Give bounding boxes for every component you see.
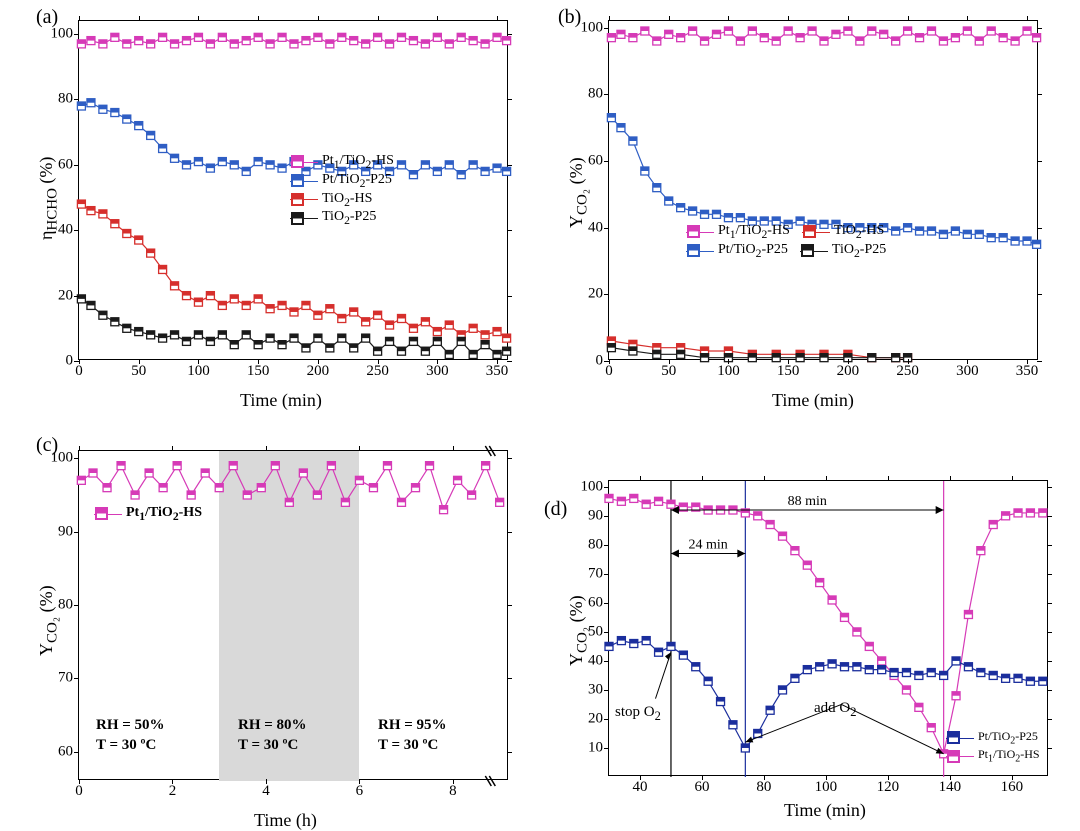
svg-text:24 min: 24 min <box>689 538 728 553</box>
chart-b <box>609 21 1037 359</box>
annot-c-1: RH = 50%T = 30 ºC <box>96 716 165 755</box>
panel-a-xlabel: Time (min) <box>240 390 322 411</box>
legend-c: Pt1/TiO2-HS <box>94 504 202 524</box>
panel-d-xlabel: Time (min) <box>784 800 866 821</box>
annot-d-add: add O2 <box>814 700 857 720</box>
panel-b: 050100150200250300350020406080100 <box>608 20 1038 360</box>
svg-text:88 min: 88 min <box>788 494 827 509</box>
panel-b-ylabel: YCO₂ (%) <box>566 157 592 228</box>
annot-c-3: RH = 95%T = 30 ºC <box>378 716 447 755</box>
legend-d: Pt/TiO2-P25Pt1/TiO2-HS <box>946 728 1040 766</box>
plot-b: 050100150200250300350020406080100 <box>608 20 1038 360</box>
panel-b-tag: (b) <box>558 6 581 29</box>
panel-c-tag: (c) <box>36 434 58 457</box>
annot-d-stop: stop O2 <box>615 704 661 724</box>
panel-d-ylabel: YCO₂ (%) <box>566 595 592 666</box>
panel-b-xlabel: Time (min) <box>772 390 854 411</box>
legend-b: Pt1/TiO2-HSTiO2-HSPt/TiO2-P25TiO2-P25 <box>686 222 898 261</box>
panel-a-tag: (a) <box>36 6 58 29</box>
panel-d-tag: (d) <box>544 498 567 521</box>
panel-a-ylabel: ηHCHO (%) <box>36 157 62 240</box>
panel-c-ylabel: YCO₂ (%) <box>36 585 62 656</box>
annot-c-2: RH = 80%T = 30 ºC <box>238 716 307 755</box>
legend-a: Pt1/TiO2-HSPt/TiO2-P25TiO2-HSTiO2-P25 <box>290 152 394 228</box>
